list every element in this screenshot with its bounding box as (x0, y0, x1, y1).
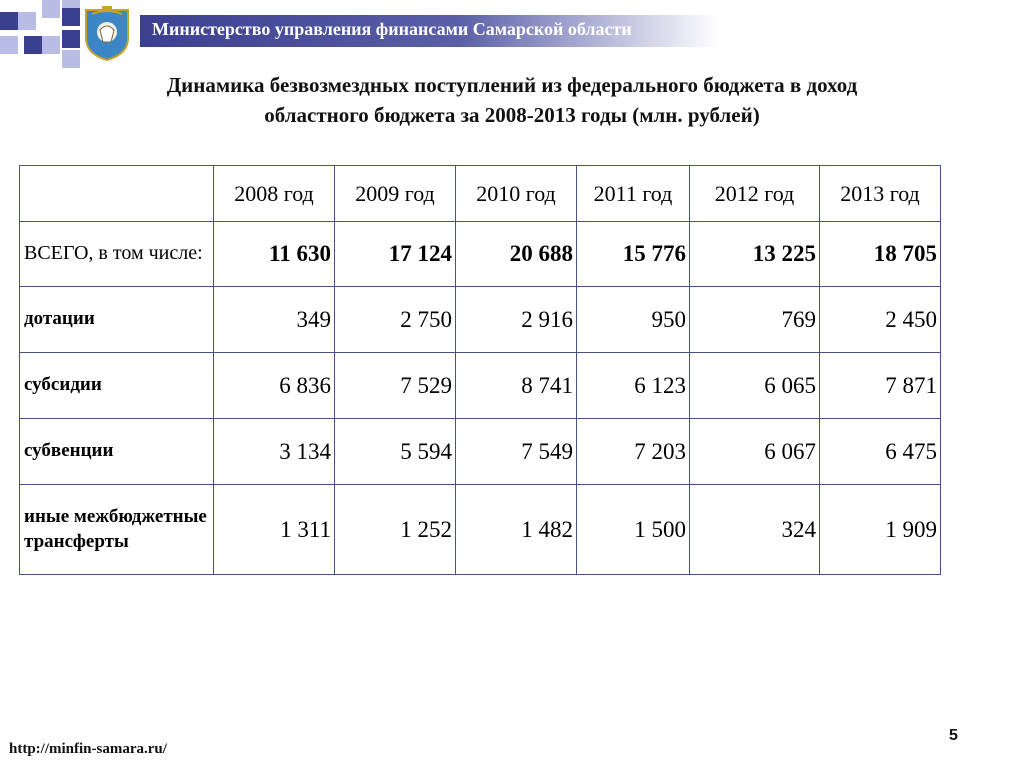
footer-website-link[interactable]: http://minfin-samara.ru/ (9, 741, 167, 757)
column-header: 2009 год (334, 165, 456, 222)
square-light (62, 0, 80, 8)
cell-value: 6 123 (576, 352, 690, 419)
cell-value: 6 475 (819, 418, 941, 485)
square-dark (24, 36, 42, 54)
column-header: 2008 год (213, 165, 335, 222)
square-light (42, 36, 60, 54)
page-title: Динамика безвозмездных поступлений из фе… (60, 70, 964, 130)
square-light (0, 36, 18, 54)
cell-value: 18 705 (819, 221, 941, 287)
cell-value: 7 529 (334, 352, 456, 419)
row-label: дотации (19, 286, 214, 353)
cell-value: 15 776 (576, 221, 690, 287)
square-dark (62, 8, 80, 26)
title-line-2: областного бюджета за 2008-2013 годы (мл… (264, 103, 760, 127)
cell-value: 17 124 (334, 221, 456, 287)
cell-value: 7 203 (576, 418, 690, 485)
title-line-1: Динамика безвозмездных поступлений из фе… (166, 73, 858, 97)
table-row: субсидии 6 836 7 529 8 741 6 123 6 065 7… (19, 352, 941, 419)
table-header-row: 2008 год 2009 год 2010 год 2011 год 2012… (19, 165, 941, 222)
cell-value: 2 750 (334, 286, 456, 353)
table-row: иные межбюджетные трансферты 1 311 1 252… (19, 484, 941, 575)
row-label: субвенции (19, 418, 214, 485)
cell-value: 6 065 (689, 352, 820, 419)
cell-value: 2 916 (455, 286, 577, 353)
cell-value: 13 225 (689, 221, 820, 287)
column-header: 2012 год (689, 165, 820, 222)
cell-value: 1 252 (334, 484, 456, 575)
page-number: 5 (949, 727, 958, 744)
cell-value: 1 311 (213, 484, 335, 575)
square-light (18, 12, 36, 30)
cell-value: 1 482 (455, 484, 577, 575)
header-empty-cell (19, 165, 214, 222)
cell-value: 8 741 (455, 352, 577, 419)
cell-value: 6 067 (689, 418, 820, 485)
square-light (42, 0, 60, 18)
row-label: субсидии (19, 352, 214, 419)
cell-value: 349 (213, 286, 335, 353)
cell-value: 7 871 (819, 352, 941, 419)
square-dark (62, 30, 80, 48)
table-row: дотации 349 2 750 2 916 950 769 2 450 (19, 286, 941, 353)
table-row-total: ВСЕГО, в том числе: 11 630 17 124 20 688… (19, 221, 941, 287)
cell-value: 7 549 (455, 418, 577, 485)
ministry-title: Министерство управления финансами Самарс… (152, 19, 632, 39)
column-header: 2011 год (576, 165, 690, 222)
cell-value: 3 134 (213, 418, 335, 485)
row-label: ВСЕГО, в том числе: (19, 221, 214, 287)
column-header: 2010 год (455, 165, 577, 222)
cell-value: 1 909 (819, 484, 941, 575)
budget-table: 2008 год 2009 год 2010 год 2011 год 2012… (19, 165, 941, 575)
cell-value: 5 594 (334, 418, 456, 485)
cell-value: 2 450 (819, 286, 941, 353)
samara-coat-of-arms-icon (85, 6, 129, 62)
cell-value: 6 836 (213, 352, 335, 419)
table-row: субвенции 3 134 5 594 7 549 7 203 6 067 … (19, 418, 941, 485)
cell-value: 20 688 (455, 221, 577, 287)
cell-value: 950 (576, 286, 690, 353)
cell-value: 324 (689, 484, 820, 575)
cell-value: 769 (689, 286, 820, 353)
header-bar (140, 15, 720, 47)
cell-value: 1 500 (576, 484, 690, 575)
column-header: 2013 год (819, 165, 941, 222)
square-light (62, 50, 80, 68)
square-dark (0, 12, 18, 30)
row-label: иные межбюджетные трансферты (19, 484, 214, 575)
cell-value: 11 630 (213, 221, 335, 287)
